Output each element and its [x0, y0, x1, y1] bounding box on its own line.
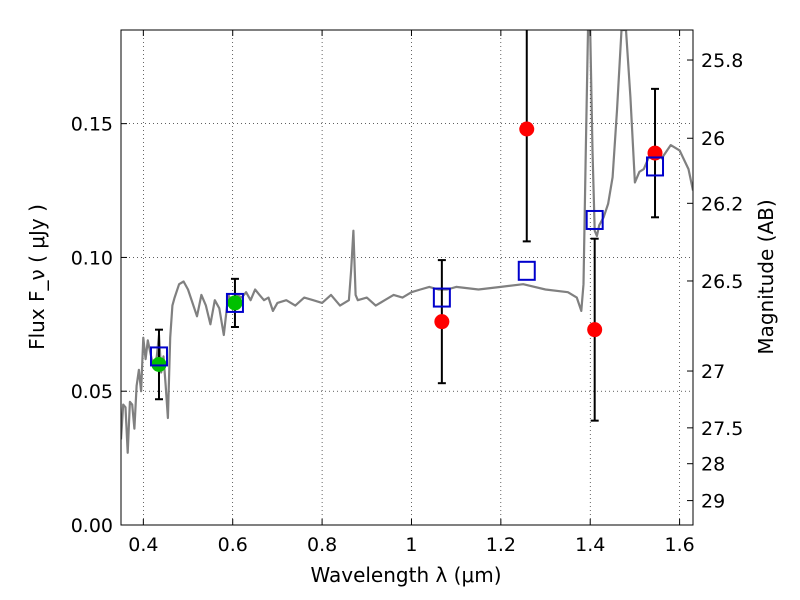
- mag-tick-label: 27: [701, 361, 725, 383]
- grid: [121, 30, 693, 526]
- mag-tick-label: 27.5: [701, 418, 743, 440]
- mag-tick-label: 28: [701, 454, 725, 476]
- model-point: [432, 287, 451, 308]
- mag-tick-label: 25.8: [701, 50, 743, 72]
- template-spectrum-line: [121, 30, 693, 454]
- mag-tick-label: 26.5: [701, 271, 743, 293]
- y-tick-label: 0.05: [71, 381, 113, 403]
- error-bars: [154, 30, 660, 422]
- x-tick-label: 1.6: [664, 534, 694, 556]
- x-tick-label: 1: [405, 534, 417, 556]
- observed-point: [587, 322, 603, 338]
- x-axis-label: Wavelength λ (μm): [310, 563, 501, 587]
- model-point: [517, 260, 536, 281]
- model-point: [646, 156, 665, 177]
- axis-ticks: 0.4 0.6 0.8 1 1.2 1.4 1.6 0.00 0.05 0.10 0.15 25.8 2…: [71, 30, 743, 556]
- model-point: [149, 346, 168, 367]
- y-tick-label: 0.10: [71, 247, 113, 269]
- observed-point: [434, 314, 450, 330]
- model-point: [225, 292, 244, 313]
- mag-tick-label: 26.2: [701, 193, 743, 215]
- y-tick-label: 0.15: [71, 114, 113, 136]
- observed-point: [227, 295, 243, 311]
- y-tick-label: 0.00: [71, 515, 113, 537]
- x-tick-label: 1.2: [486, 534, 516, 556]
- plot-frame: [120, 29, 694, 526]
- x-tick-label: 0.8: [307, 534, 337, 556]
- y2-axis-label: Magnitude (AB): [754, 199, 778, 354]
- y-axis-label: Flux F_ν ( μJy ): [25, 204, 49, 350]
- observed-point: [519, 121, 535, 137]
- data-points: [149, 121, 665, 372]
- model-point: [585, 209, 604, 230]
- x-tick-label: 0.4: [128, 534, 158, 556]
- mag-tick-label: 29: [701, 491, 725, 513]
- x-tick-label: 1.4: [575, 534, 605, 556]
- x-tick-label: 0.6: [218, 534, 248, 556]
- mag-tick-label: 26: [701, 128, 725, 150]
